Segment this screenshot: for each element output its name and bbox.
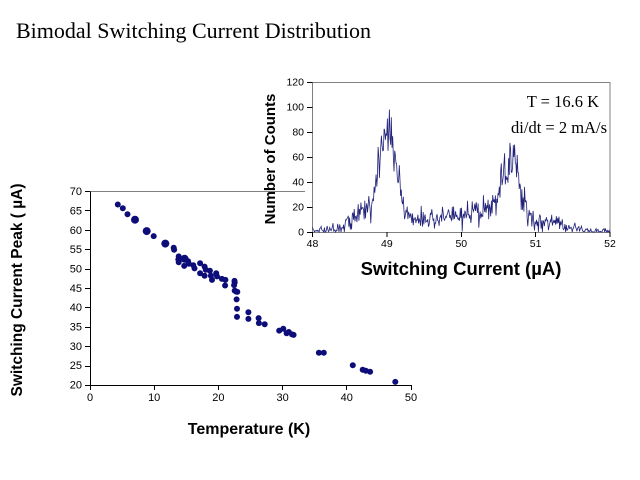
svg-text:Switching Current (µA): Switching Current (µA) <box>361 258 562 279</box>
svg-text:120: 120 <box>286 77 304 89</box>
svg-text:40: 40 <box>341 392 353 404</box>
svg-text:60: 60 <box>70 225 82 237</box>
svg-text:Switching Current Peak ( µA): Switching Current Peak ( µA) <box>9 183 26 396</box>
svg-text:51: 51 <box>530 238 542 250</box>
svg-text:80: 80 <box>292 127 304 139</box>
svg-text:30: 30 <box>70 341 82 353</box>
svg-text:70: 70 <box>70 186 82 198</box>
svg-text:45: 45 <box>70 283 82 295</box>
svg-text:55: 55 <box>70 244 82 256</box>
svg-text:50: 50 <box>455 238 467 250</box>
svg-text:10: 10 <box>148 392 160 404</box>
svg-text:100: 100 <box>286 102 304 114</box>
svg-text:20: 20 <box>292 202 304 214</box>
svg-text:di/dt = 2 mA/s: di/dt = 2 mA/s <box>511 118 607 137</box>
svg-text:50: 50 <box>70 264 82 276</box>
svg-text:35: 35 <box>70 322 82 334</box>
svg-text:60: 60 <box>292 152 304 164</box>
svg-text:T = 16.6 K: T = 16.6 K <box>527 92 599 111</box>
svg-text:50: 50 <box>405 392 417 404</box>
svg-text:65: 65 <box>70 205 82 217</box>
svg-text:30: 30 <box>276 392 288 404</box>
svg-text:49: 49 <box>381 238 393 250</box>
svg-text:0: 0 <box>87 392 93 404</box>
svg-text:25: 25 <box>70 360 82 372</box>
svg-text:20: 20 <box>212 392 224 404</box>
svg-text:40: 40 <box>292 177 304 189</box>
svg-text:40: 40 <box>70 302 82 314</box>
svg-text:20: 20 <box>70 380 82 392</box>
svg-text:Number of Counts: Number of Counts <box>262 94 279 225</box>
svg-text:48: 48 <box>307 238 319 250</box>
svg-text:Temperature (K): Temperature (K) <box>188 421 310 438</box>
svg-text:52: 52 <box>604 238 616 250</box>
svg-text:0: 0 <box>298 227 304 239</box>
